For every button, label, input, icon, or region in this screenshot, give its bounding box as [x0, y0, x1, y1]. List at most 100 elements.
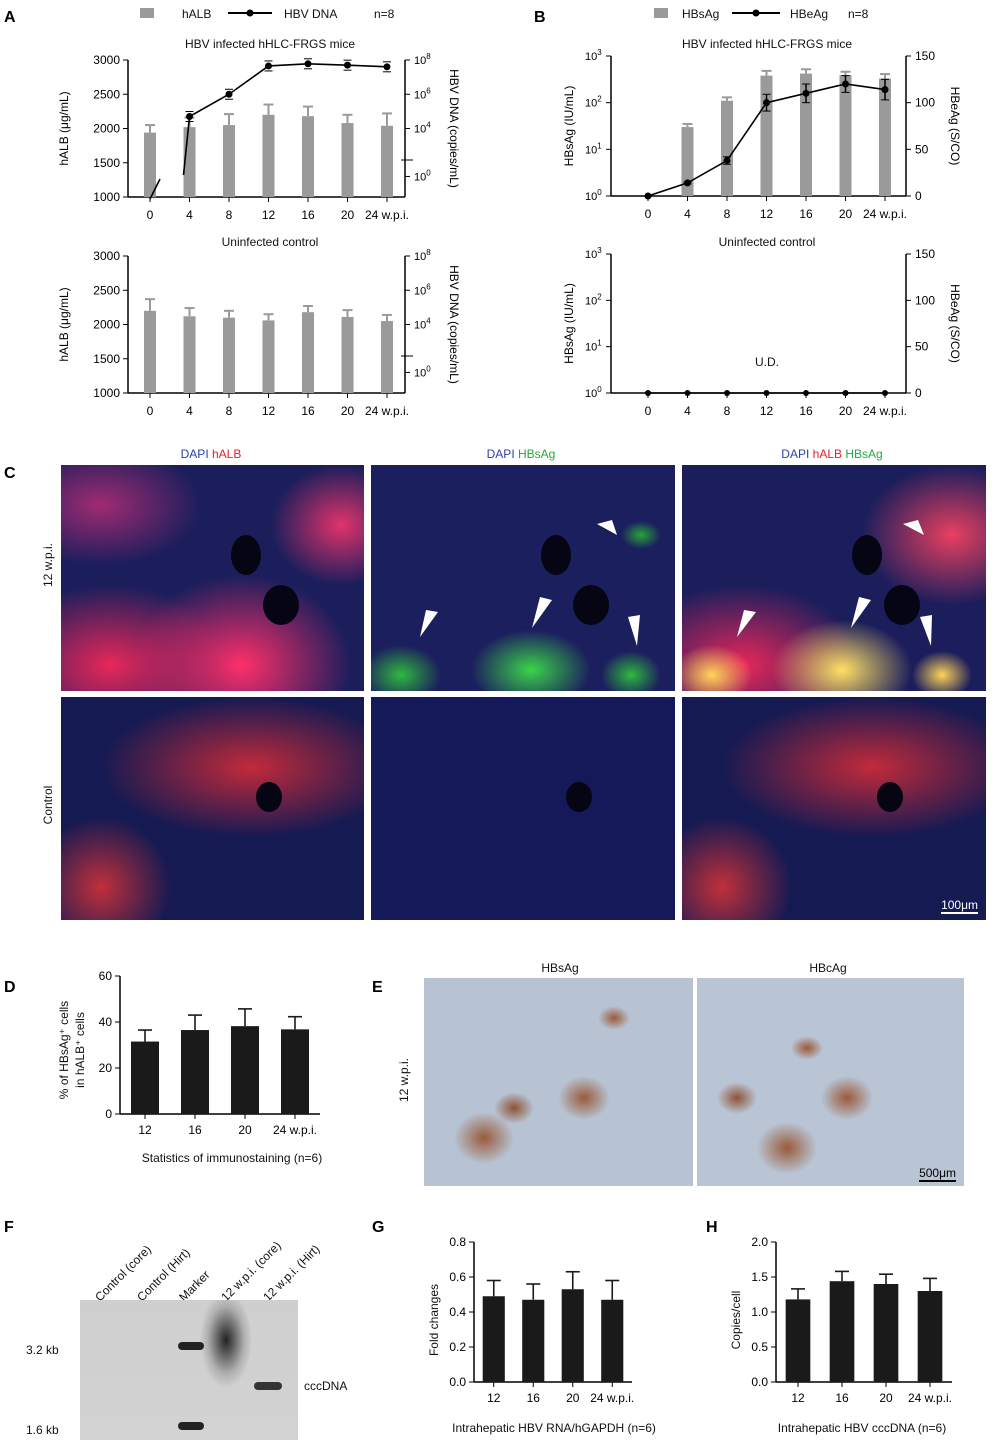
bar	[381, 321, 393, 393]
lane-label-2: Marker	[176, 1268, 212, 1304]
x-tick-label: 4	[186, 404, 193, 418]
y-tick-label-right: 108	[414, 248, 431, 263]
chart-d-ylabel-1: % of HBsAg⁺ cells	[57, 1001, 71, 1099]
legend-bar-swatch	[140, 8, 154, 18]
micro-header-3: DAPI hALB HBsAg	[781, 447, 883, 461]
ihc-row-label: 12 w.p.i.	[397, 1058, 411, 1102]
ihc-header-hbsag: HBsAg	[541, 961, 578, 975]
y-tick-label: 2.0	[751, 1235, 768, 1249]
hbv-dna-point	[383, 63, 391, 71]
hbeag-point	[763, 390, 770, 396]
bar	[144, 310, 156, 393]
marker-band-3.2kb	[178, 1342, 204, 1350]
y-tick-label-right: 150	[915, 49, 935, 63]
x-tick-label: 24 w.p.i.	[863, 207, 907, 221]
bar	[231, 1026, 259, 1114]
x-tick-label: 16	[527, 1391, 541, 1405]
y-axis-label-left: HBsAg (IU/mL)	[562, 283, 576, 364]
hbv-dna-point	[186, 113, 193, 121]
x-tick-label: 12	[262, 404, 276, 418]
y-tick-label: 40	[99, 1015, 113, 1029]
bar	[262, 114, 275, 197]
y-tick-label-left: 2500	[93, 283, 120, 297]
y-tick-label-right: 100	[414, 168, 431, 183]
panel-label-c: C	[4, 465, 16, 482]
chart-b-bottom-title: Uninfected control	[719, 235, 816, 249]
micro-header-2: DAPI HBsAg	[486, 447, 556, 461]
y-axis-label-right: HBeAg (S/CO)	[948, 87, 962, 166]
hbeag-point	[882, 390, 888, 396]
x-tick-label: 24 w.p.i.	[365, 208, 409, 222]
y-tick-label: 0.4	[449, 1305, 466, 1319]
x-tick-label: 12	[760, 404, 774, 418]
y-tick-label-left: 3000	[93, 53, 120, 67]
hbv-dna-point	[265, 62, 272, 70]
y-tick-label: 0	[105, 1107, 112, 1121]
scale-bar-c: 100μm	[941, 898, 978, 914]
chart-a-top-title: HBV infected hHLC-FRGS mice	[185, 37, 355, 51]
y-tick-label-right: 0	[915, 189, 922, 203]
y-tick-label-left: 1000	[93, 190, 120, 204]
bar	[341, 123, 354, 197]
panel-label-b: B	[534, 9, 546, 26]
chart-g-xlabel: Intrahepatic HBV RNA/hGAPDH (n=6)	[452, 1421, 656, 1435]
y-tick-label: 0.0	[751, 1375, 768, 1389]
y-tick-label-right: 106	[414, 86, 431, 101]
x-tick-label: 16	[799, 207, 813, 221]
x-tick-label: 0	[147, 404, 154, 418]
chart-g-ylabel: Fold changes	[427, 1284, 441, 1356]
x-tick-label: 20	[238, 1123, 252, 1137]
vessel	[884, 585, 920, 625]
y-tick-label-right: 50	[915, 142, 929, 156]
micrograph-12wpi-dapi-hbsag	[371, 465, 675, 691]
bar	[302, 312, 314, 393]
bar	[144, 132, 156, 197]
bar	[482, 1296, 505, 1382]
y-tick-label-left: 1500	[93, 156, 120, 170]
x-tick-label: 16	[301, 208, 315, 222]
x-tick-label: 24 w.p.i.	[863, 404, 907, 418]
hbv-dna-point	[304, 60, 312, 68]
x-tick-label: 12	[760, 207, 774, 221]
y-tick-label-left: 2000	[93, 318, 120, 332]
chart-a-bottom-title: Uninfected control	[222, 235, 319, 249]
y-tick-label-left: 1000	[93, 386, 120, 400]
bar	[721, 100, 733, 196]
bar	[181, 1030, 209, 1114]
x-tick-label: 12	[487, 1391, 501, 1405]
x-tick-label: 12	[262, 208, 276, 222]
panel-label-a: A	[4, 9, 16, 26]
y-tick-label-left: 1500	[93, 352, 120, 366]
x-tick-label: 24 w.p.i.	[590, 1391, 634, 1405]
y-tick-label-left: 100	[585, 188, 602, 203]
bar	[522, 1299, 545, 1382]
y-tick-label-left: 100	[585, 385, 602, 400]
y-axis-label-right: HBV DNA (copies/mL)	[447, 265, 461, 384]
y-tick-label-left: 3000	[93, 249, 120, 263]
gel-image	[80, 1300, 298, 1440]
y-tick-label-left: 103	[585, 48, 602, 63]
y-tick-label-left: 2500	[93, 87, 120, 101]
y-tick-label-right: 104	[414, 317, 431, 332]
bar	[341, 316, 354, 393]
legend-n-b: n=8	[848, 7, 869, 21]
y-tick-label-left: 102	[585, 292, 602, 307]
hbeag-point	[684, 390, 691, 396]
hbv-dna-point	[344, 61, 351, 69]
x-tick-label: 0	[645, 207, 652, 221]
bar	[681, 127, 694, 196]
bar	[223, 317, 235, 393]
bar	[183, 316, 196, 393]
y-axis-label-right: HBeAg (S/CO)	[948, 284, 962, 363]
legend-line-marker-b	[752, 9, 760, 17]
y-axis-label-left: HBsAg (IU/mL)	[562, 86, 576, 167]
y-tick-label: 0.2	[449, 1340, 466, 1354]
x-tick-label: 20	[341, 404, 355, 418]
y-tick-label-right: 104	[414, 121, 431, 136]
x-tick-label: 4	[684, 404, 691, 418]
bar	[262, 320, 275, 393]
y-tick-label-right: 50	[915, 340, 929, 354]
bar	[381, 125, 393, 197]
